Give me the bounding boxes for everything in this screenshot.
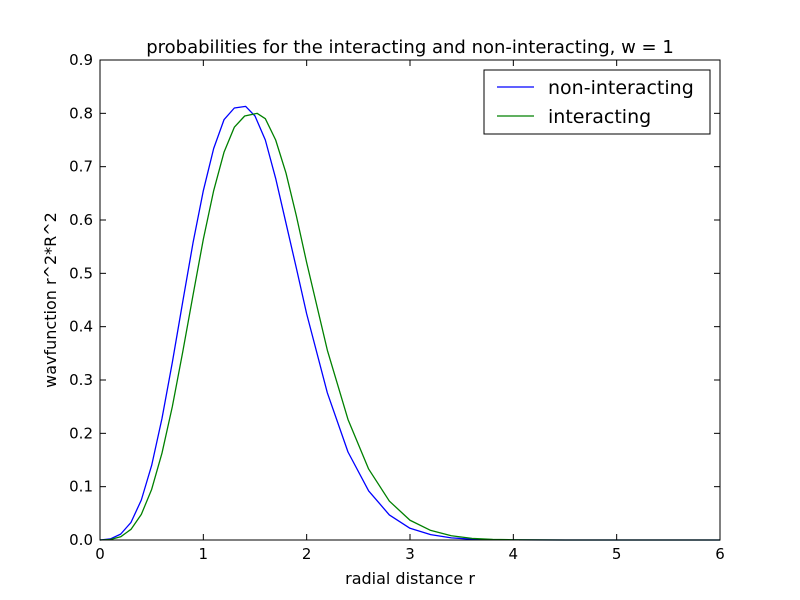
x-tick-label: 1 <box>199 545 209 563</box>
legend-label-0: non-interacting <box>548 77 694 99</box>
series-line-0 <box>99 105 720 541</box>
y-tick-label: 0.6 <box>69 211 93 229</box>
y-tick-label: 0.3 <box>69 371 93 389</box>
x-tick-label: 3 <box>405 545 415 563</box>
chart-title: probabilities for the interacting and no… <box>146 37 674 58</box>
x-tick-label: 6 <box>715 545 725 563</box>
legend: non-interacting interacting <box>483 69 711 135</box>
y-tick-label: 0.8 <box>69 104 93 122</box>
y-tick-label: 0.0 <box>69 531 93 549</box>
x-tick-label: 5 <box>612 545 622 563</box>
y-tick-label: 0.1 <box>69 478 93 496</box>
legend-box <box>483 69 711 135</box>
y-tick-label: 0.5 <box>69 264 93 282</box>
axes-layer: 0 1 2 3 4 5 6 0.0 0.1 0.2 0.3 0.4 0.5 0.6 0.7 0.8 0.9 <box>69 51 725 563</box>
y-tick-label: 0.4 <box>69 318 93 336</box>
x-tick-label: 2 <box>302 545 312 563</box>
y-tick-label: 0.9 <box>69 51 93 69</box>
y-tick-label: 0.7 <box>69 158 93 176</box>
x-tick-label: 4 <box>509 545 519 563</box>
x-axis-label: radial distance r <box>345 569 475 588</box>
series-line-1 <box>99 112 720 541</box>
legend-label-1: interacting <box>548 106 651 128</box>
series-layer <box>99 105 720 541</box>
x-tick-label: 0 <box>95 545 105 563</box>
y-tick-label: 0.2 <box>69 424 93 442</box>
y-axis-label: wavfunction r^2*R^2 <box>41 212 60 388</box>
